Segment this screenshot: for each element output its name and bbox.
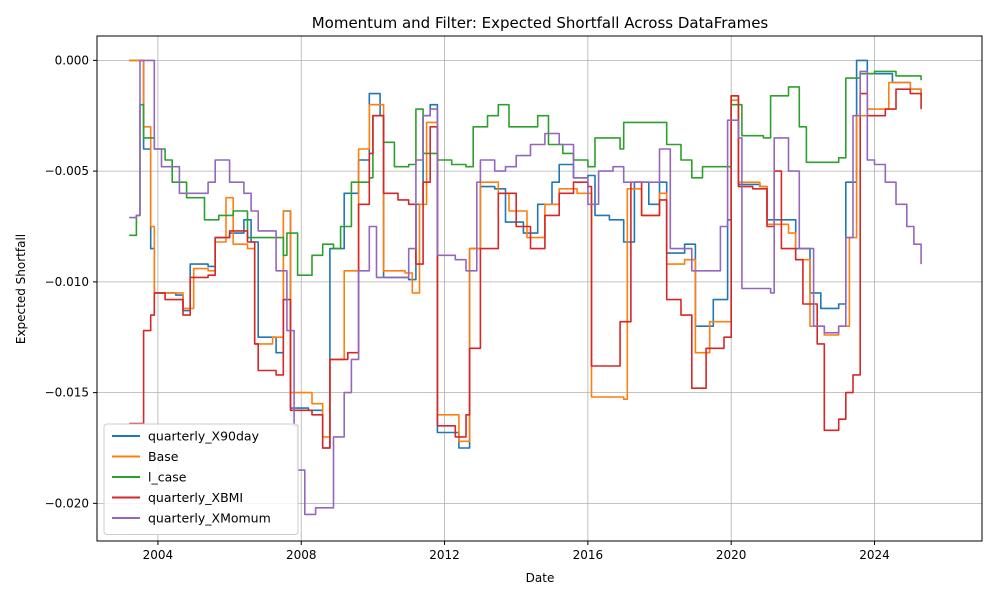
- legend-label: l_case: [148, 470, 187, 485]
- x-tick-label: 2024: [859, 548, 890, 562]
- legend-box: [103, 423, 299, 535]
- plot-frame: [96, 35, 983, 542]
- grid: [97, 36, 982, 541]
- legend-label: quarterly_XMomum: [148, 511, 271, 526]
- y-axis-ticks: 0.000 −0.005 −0.010 −0.015 −0.020: [45, 53, 97, 510]
- y-tick-label: −0.020: [45, 496, 89, 510]
- x-tick-label: 2020: [716, 548, 747, 562]
- legend-label: quarterly_X90day: [148, 429, 260, 444]
- y-tick-label: −0.015: [45, 386, 89, 400]
- series-line-l-case: [129, 70, 922, 276]
- series-line-quarterly-xmomum: [129, 59, 922, 516]
- x-tick-label: 2008: [286, 548, 317, 562]
- series-line-quarterly-xbmi: [129, 88, 922, 449]
- x-tick-label: 2016: [573, 548, 604, 562]
- series-lines: [129, 59, 922, 516]
- legend-label: Base: [148, 449, 179, 464]
- legend-label: quarterly_XBMI: [148, 490, 243, 505]
- x-tick-label: 2012: [429, 548, 460, 562]
- y-axis-label: Expected Shortfall: [14, 234, 28, 344]
- legend: quarterly_X90day Base l_case quarterly_XBMI…: [103, 423, 299, 535]
- chart-title: Momentum and Filter: Expected Shortfall …: [312, 14, 769, 32]
- x-axis-ticks: 2004 2008 2012 2016 2020 2024: [143, 541, 890, 562]
- y-tick-label: 0.000: [55, 53, 89, 67]
- y-tick-label: −0.005: [45, 164, 89, 178]
- y-tick-label: −0.010: [45, 275, 89, 289]
- x-axis-label: Date: [526, 571, 555, 585]
- x-tick-label: 2004: [143, 548, 174, 562]
